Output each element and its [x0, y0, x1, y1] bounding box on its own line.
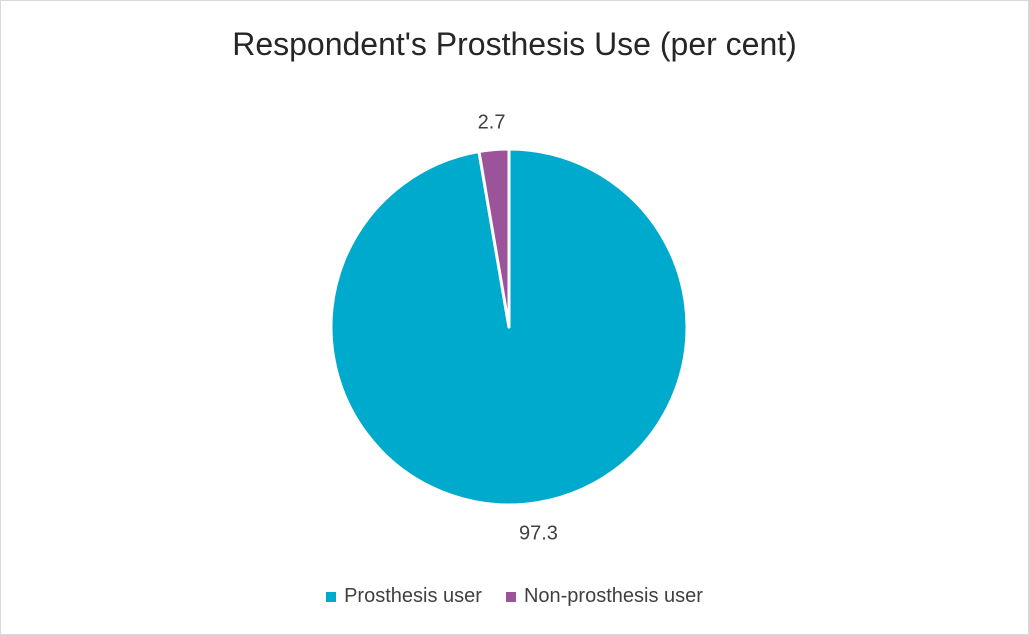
legend-item-non-prosthesis-user: Non-prosthesis user: [505, 585, 703, 608]
legend-label-prosthesis-user: Prosthesis user: [344, 585, 482, 607]
legend-swatch-prosthesis-user: [326, 591, 337, 602]
pie-slice-non-prosthesis-user: [477, 147, 511, 329]
data-label-non-prosthesis-user: 2.7: [478, 112, 506, 134]
data-label-prosthesis-user: 97.3: [519, 522, 558, 544]
legend-label-non-prosthesis-user: Non-prosthesis user: [523, 585, 703, 607]
legend-swatch-non-prosthesis-user: [505, 591, 516, 602]
legend: Prosthesis user Non-prosthesis user: [0, 585, 1029, 608]
chart-title: Respondent's Prosthesis Use (per cent): [232, 26, 797, 62]
legend-item-prosthesis-user: Prosthesis user: [326, 585, 482, 608]
